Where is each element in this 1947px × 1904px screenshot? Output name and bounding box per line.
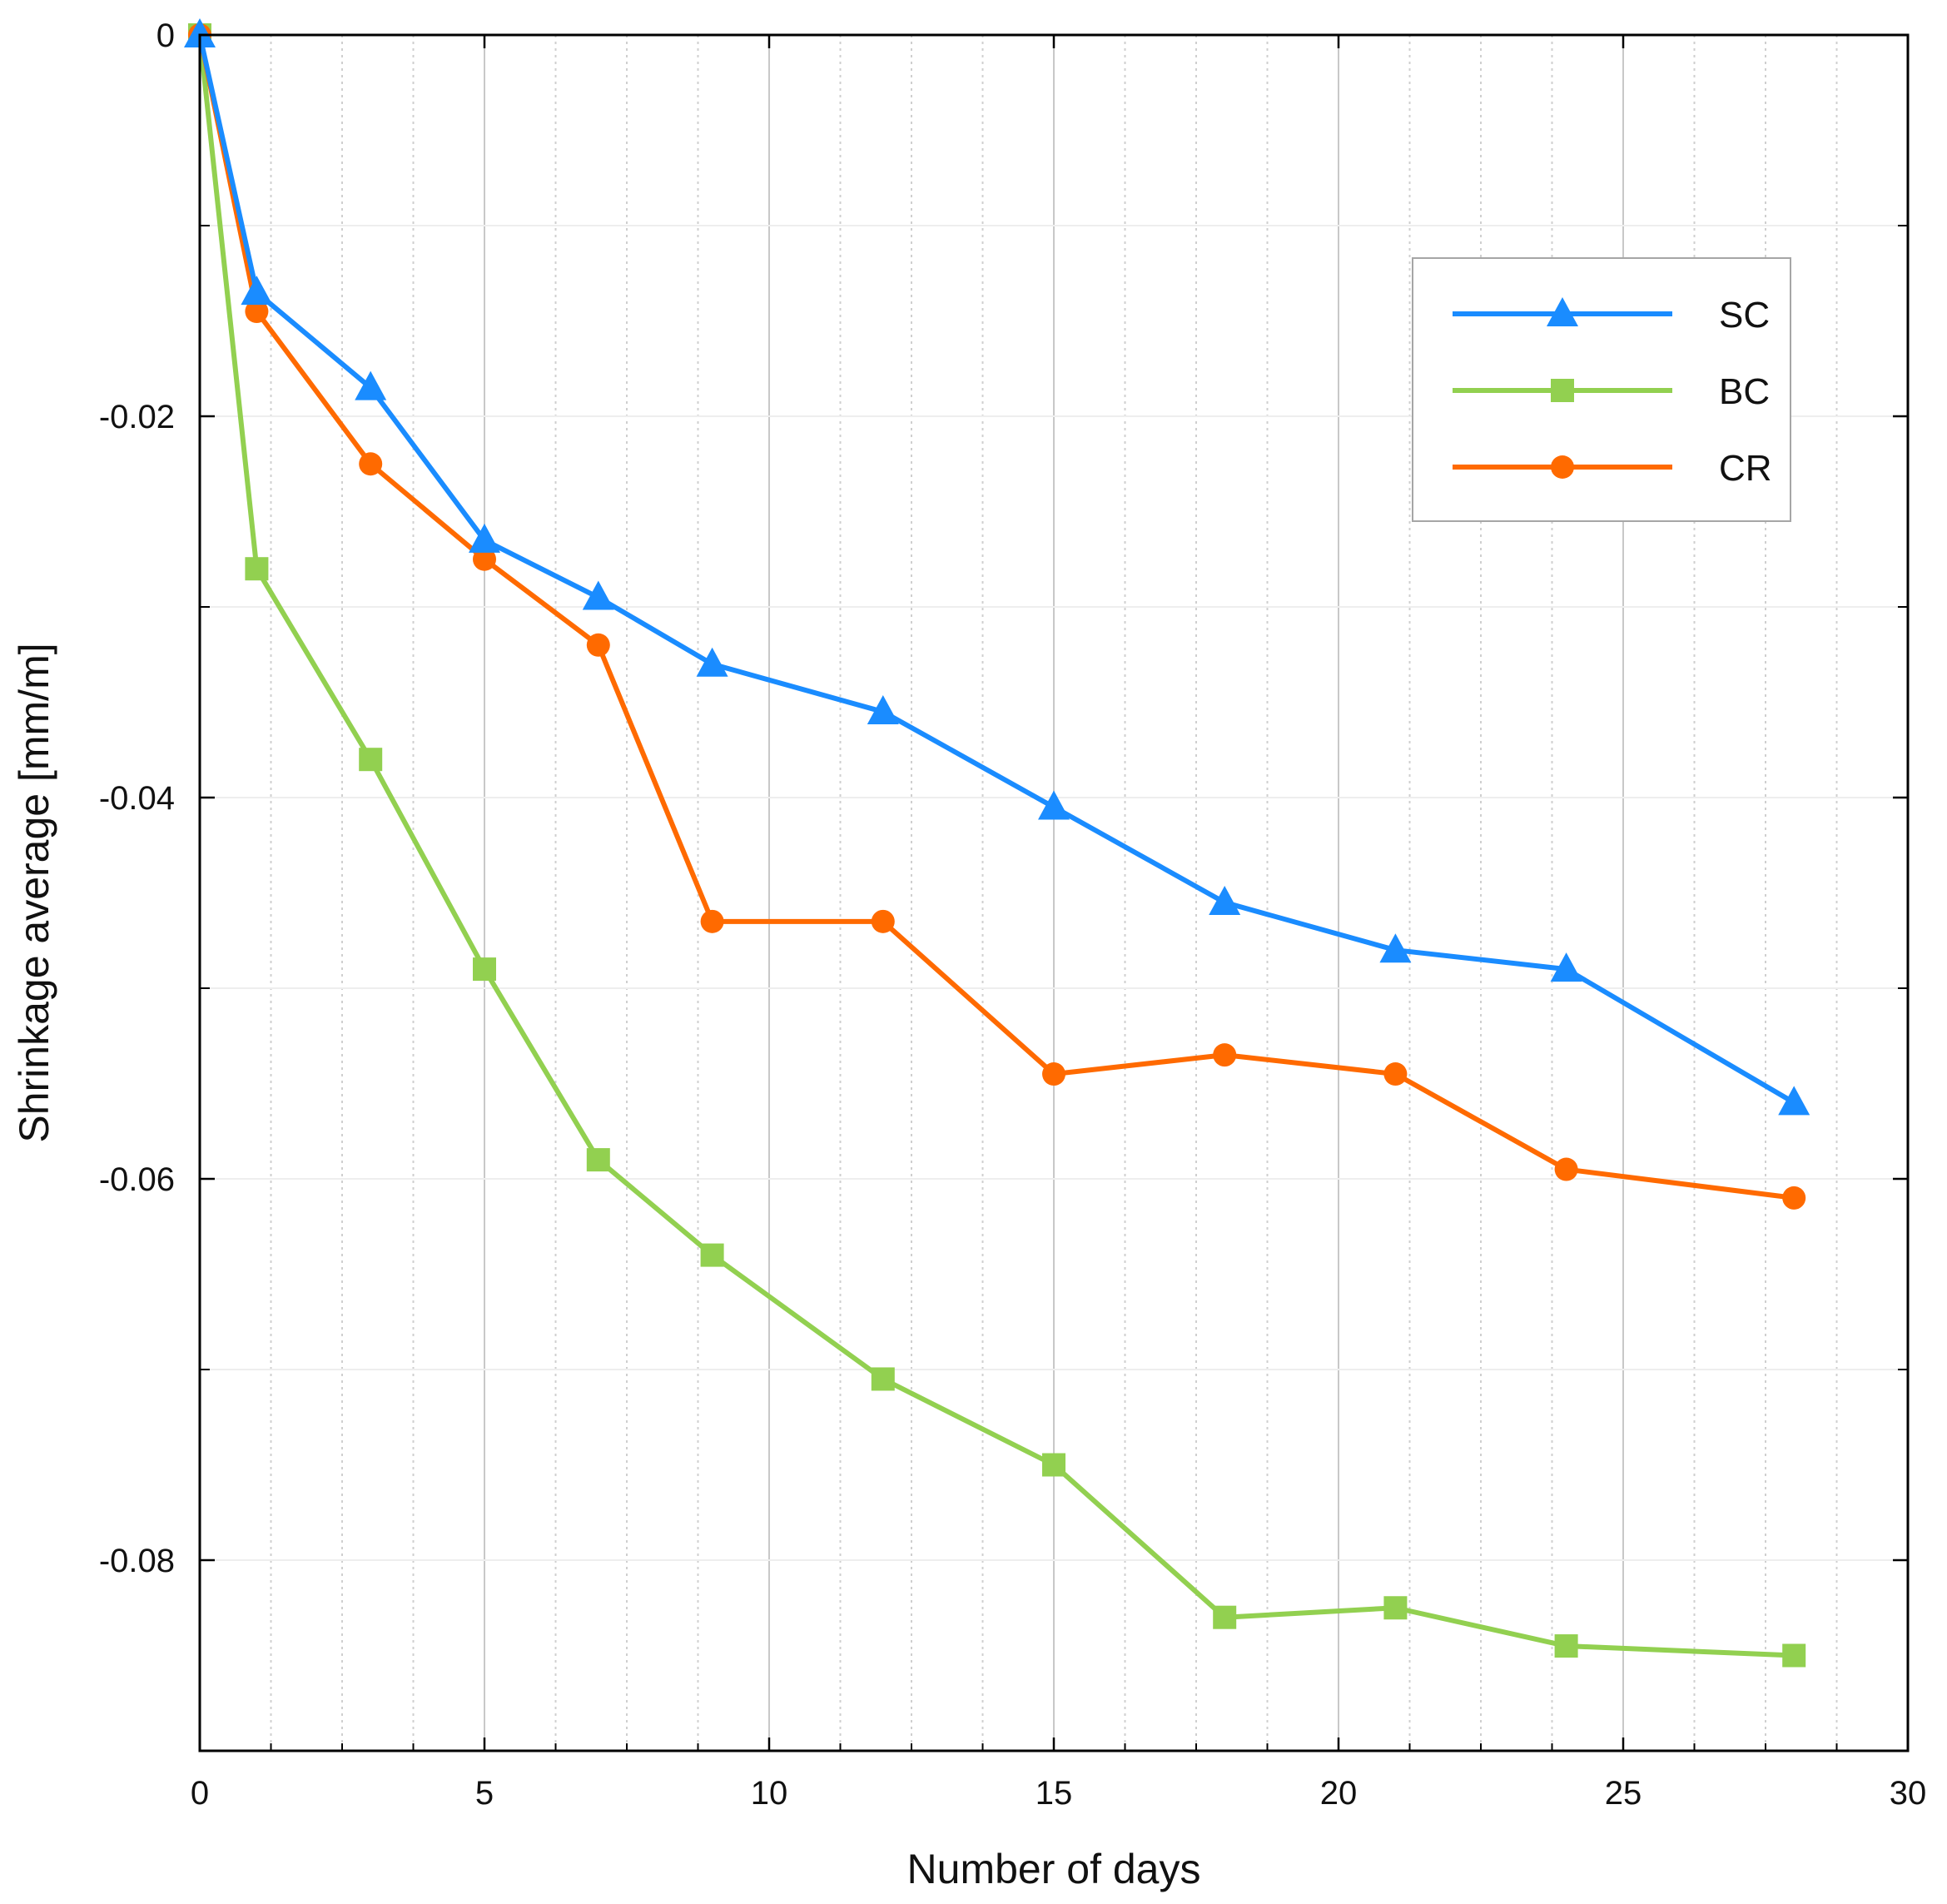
- x-tick-label: 10: [751, 1775, 788, 1812]
- legend-marker-cr: [1551, 455, 1574, 479]
- data-point-cr: [245, 300, 269, 324]
- data-point-sc: [184, 18, 216, 47]
- data-point-cr: [359, 452, 383, 476]
- data-point-cr: [1042, 1062, 1065, 1086]
- grid: [200, 35, 1908, 1751]
- data-point-cr: [1213, 1043, 1237, 1067]
- data-point-bc: [473, 957, 496, 982]
- x-tick-label: 0: [191, 1775, 209, 1812]
- data-point-bc: [1554, 1634, 1578, 1658]
- data-point-cr: [1782, 1186, 1806, 1210]
- data-point-sc: [1550, 952, 1582, 982]
- y-tick-label: 0: [156, 17, 175, 54]
- series-line-sc: [197, 34, 1796, 1105]
- legend-label-cr: CR: [1719, 448, 1772, 489]
- x-tick-label: 20: [1320, 1775, 1358, 1812]
- data-point-bc: [359, 748, 383, 772]
- legend-items: SC BC CR: [1453, 295, 1772, 489]
- y-tick-label: -0.08: [99, 1543, 175, 1579]
- data-point-sc: [1778, 1086, 1810, 1116]
- y-tick-label: -0.02: [99, 399, 175, 435]
- data-point-cr: [1554, 1157, 1578, 1181]
- data-point-bc: [586, 1148, 610, 1172]
- data-point-sc: [469, 523, 500, 553]
- data-point-bc: [1782, 1643, 1806, 1668]
- data-point-sc: [241, 276, 273, 306]
- legend-label-bc: BC: [1719, 371, 1770, 412]
- series-line-cr: [197, 34, 1795, 1201]
- data-point-sc: [867, 694, 899, 724]
- series-line-bc: [197, 34, 1795, 1658]
- legend-label-sc: SC: [1719, 295, 1770, 336]
- data-point-bc: [700, 1243, 724, 1267]
- y-tick-label: -0.04: [99, 780, 175, 817]
- legend: SC BC CR: [1412, 257, 1791, 522]
- series-cr: [188, 23, 1806, 1210]
- data-point-cr: [586, 633, 610, 657]
- data-point-cr: [1383, 1062, 1408, 1086]
- axis-tick-labels: 0 5 10 15 20 25 30 0 -0.02 -0.04 -0.06 -0.08: [99, 17, 1926, 1812]
- data-point-sc: [1038, 790, 1070, 820]
- data-point-sc: [1209, 885, 1241, 915]
- data-point-sc: [355, 370, 387, 400]
- series-layer: [184, 18, 1810, 1668]
- data-point-cr: [700, 909, 724, 933]
- x-tick-label: 5: [475, 1775, 494, 1812]
- axis-ticks: [198, 33, 1910, 1751]
- data-point-bc: [245, 557, 269, 581]
- data-point-sc: [582, 580, 614, 610]
- x-tick-label: 15: [1036, 1775, 1073, 1812]
- data-point-cr: [871, 909, 895, 933]
- x-tick-label: 25: [1605, 1775, 1642, 1812]
- data-point-bc: [1213, 1605, 1237, 1629]
- data-point-bc: [871, 1367, 895, 1391]
- x-tick-label: 30: [1890, 1775, 1927, 1812]
- series-sc: [184, 18, 1810, 1116]
- series-bc: [188, 23, 1806, 1668]
- legend-marker-sc: [1547, 297, 1578, 326]
- data-point-sc: [1379, 933, 1412, 963]
- data-point-bc: [1042, 1453, 1065, 1477]
- y-tick-label: -0.06: [99, 1161, 175, 1198]
- y-axis-label: Shrinkage average [mm/m]: [11, 643, 57, 1142]
- data-point-sc: [696, 647, 728, 677]
- legend-marker-bc: [1551, 379, 1574, 402]
- legend-item-bc: BC: [1453, 371, 1770, 412]
- x-axis-label: Number of days: [907, 1846, 1201, 1892]
- legend-item-sc: SC: [1453, 295, 1770, 336]
- data-point-bc: [1383, 1596, 1408, 1620]
- data-point-cr: [473, 547, 496, 571]
- legend-item-cr: CR: [1453, 448, 1772, 489]
